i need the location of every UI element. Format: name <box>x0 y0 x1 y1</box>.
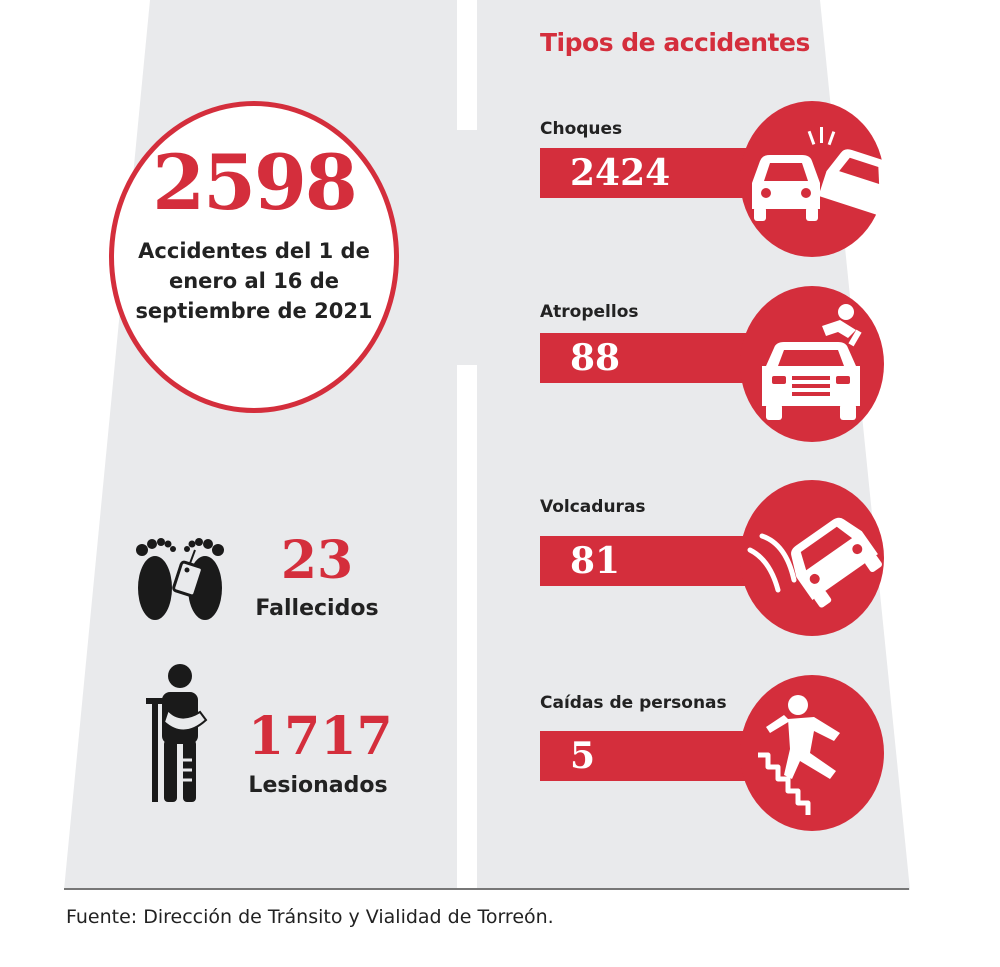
source-note: Fuente: Dirección de Tránsito y Vialidad… <box>66 906 554 928</box>
total-accidents-label: Accidentes del 1 de enero al 16 de septi… <box>109 236 399 326</box>
accident-type-label-volcaduras: Volcaduras <box>540 497 646 517</box>
total-label-line-1: Accidentes del 1 de <box>138 239 370 263</box>
person-falling-stairs-icon <box>758 695 840 815</box>
injured-label: Lesionados <box>248 773 388 798</box>
injured-value: 1717 <box>248 706 393 767</box>
total-accidents-value: 2598 <box>152 138 358 227</box>
accident-type-value-caidas: 5 <box>570 735 596 777</box>
accident-type-label-atropellos: Atropellos <box>540 302 639 322</box>
car-crash-icon <box>752 127 884 221</box>
pedestrian-hit-icon <box>762 304 862 420</box>
deaths-value: 23 <box>280 530 354 591</box>
total-label-line-2: enero al 16 de <box>168 269 340 293</box>
accident-type-label-choques: Choques <box>540 119 623 139</box>
accident-type-label-caidas: Caídas de personas <box>540 693 727 713</box>
divider-line <box>64 888 909 890</box>
accident-type-value-choques: 2424 <box>570 152 671 194</box>
accident-type-value-atropellos: 88 <box>570 337 621 379</box>
accident-types-title: Tipos de accidentes <box>540 28 810 57</box>
accident-type-value-volcaduras: 81 <box>570 540 621 582</box>
footprints-toe-tag-icon <box>136 538 224 620</box>
car-rollover-icon <box>747 517 883 608</box>
total-label-line-3: septiembre de 2021 <box>135 299 373 323</box>
total-accidents-circle <box>109 101 399 413</box>
injured-person-crutch-icon <box>146 664 208 802</box>
deaths-label: Fallecidos <box>255 596 379 621</box>
